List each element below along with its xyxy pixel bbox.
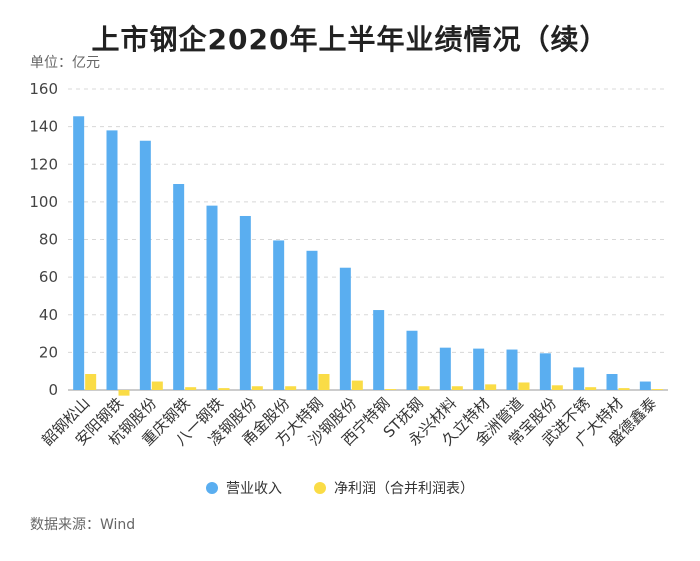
bar-revenue-安阳钢铁: [106, 130, 118, 390]
bar-revenue-常宝股份: [539, 353, 551, 390]
bar-revenue-沙钢股份: [339, 267, 351, 390]
bar-profit-八一钢铁: [218, 388, 230, 390]
chart-title: 上市钢企2020年上半年业绩情况（续）: [91, 23, 609, 56]
y-tick-label: 80: [39, 231, 58, 249]
y-tick-label: 120: [29, 155, 58, 173]
bar-revenue-八一钢铁: [206, 205, 218, 390]
bar-profit-ST抚钢: [418, 386, 430, 390]
bar-revenue-久立特材: [473, 348, 485, 390]
bar-revenue-ST抚钢: [406, 330, 418, 390]
bar-revenue-金洲管道: [506, 349, 518, 390]
bar-profit-杭钢股份: [151, 381, 163, 390]
bar-profit-韶钢松山: [85, 374, 97, 390]
y-unit-label: 单位：亿元: [30, 55, 100, 71]
legend-revenue-marker: [206, 482, 218, 494]
y-tick-label: 140: [29, 118, 58, 136]
legend-revenue-label: 营业收入: [226, 481, 282, 497]
bar-profit-西宁特钢: [385, 389, 397, 390]
y-tick-label: 20: [39, 343, 58, 361]
bar-revenue-永兴材料: [439, 347, 451, 390]
bar-profit-金洲管道: [518, 382, 530, 390]
bar-revenue-凌钢股份: [239, 215, 251, 390]
y-tick-label: 100: [29, 193, 58, 211]
y-tick-label: 40: [39, 306, 58, 324]
bar-profit-凌钢股份: [251, 386, 263, 390]
bar-profit-久立特材: [485, 384, 497, 390]
bar-revenue-盛德鑫泰: [639, 381, 651, 390]
bar-profit-沙钢股份: [351, 380, 363, 390]
bar-profit-武进不锈: [585, 387, 597, 390]
legend-profit-marker: [314, 482, 326, 494]
data-source: 数据来源：Wind: [30, 517, 136, 533]
bar-profit-方大特钢: [318, 374, 330, 390]
bar-revenue-杭钢股份: [139, 140, 151, 390]
legend: 营业收入 净利润（合并利润表）: [206, 481, 474, 497]
y-tick-label: 160: [29, 80, 58, 98]
bar-revenue-韶钢松山: [73, 116, 85, 390]
bar-revenue-甬金股份: [273, 240, 285, 390]
bar-revenue-广大特材: [606, 374, 618, 390]
bar-revenue-重庆钢铁: [173, 184, 185, 390]
bar-profit-甬金股份: [285, 386, 297, 390]
y-tick-label: 0: [48, 381, 58, 399]
bar-revenue-方大特钢: [306, 250, 318, 390]
bar-profit-广大特材: [618, 388, 630, 390]
y-tick-label: 60: [39, 268, 58, 286]
bar-revenue-西宁特钢: [373, 310, 385, 390]
bar-profit-盛德鑫泰: [651, 389, 663, 390]
x-axis-ticks: 韶钢松山安阳钢铁杭钢股份重庆钢铁八一钢铁凌钢股份甬金股份方大特钢沙钢股份西宁特钢…: [38, 394, 660, 449]
bar-profit-常宝股份: [551, 385, 563, 390]
bar-profit-永兴材料: [451, 386, 463, 390]
gridlines: [68, 88, 668, 391]
y-axis-ticks: 0 20 40 60 80 100 120 140 160: [29, 80, 58, 399]
legend-profit-label: 净利润（合并利润表）: [334, 481, 474, 497]
bar-profit-重庆钢铁: [185, 387, 197, 390]
bar-revenue-武进不锈: [573, 367, 585, 390]
bar-profit-安阳钢铁: [118, 390, 130, 396]
bars: [73, 116, 663, 396]
